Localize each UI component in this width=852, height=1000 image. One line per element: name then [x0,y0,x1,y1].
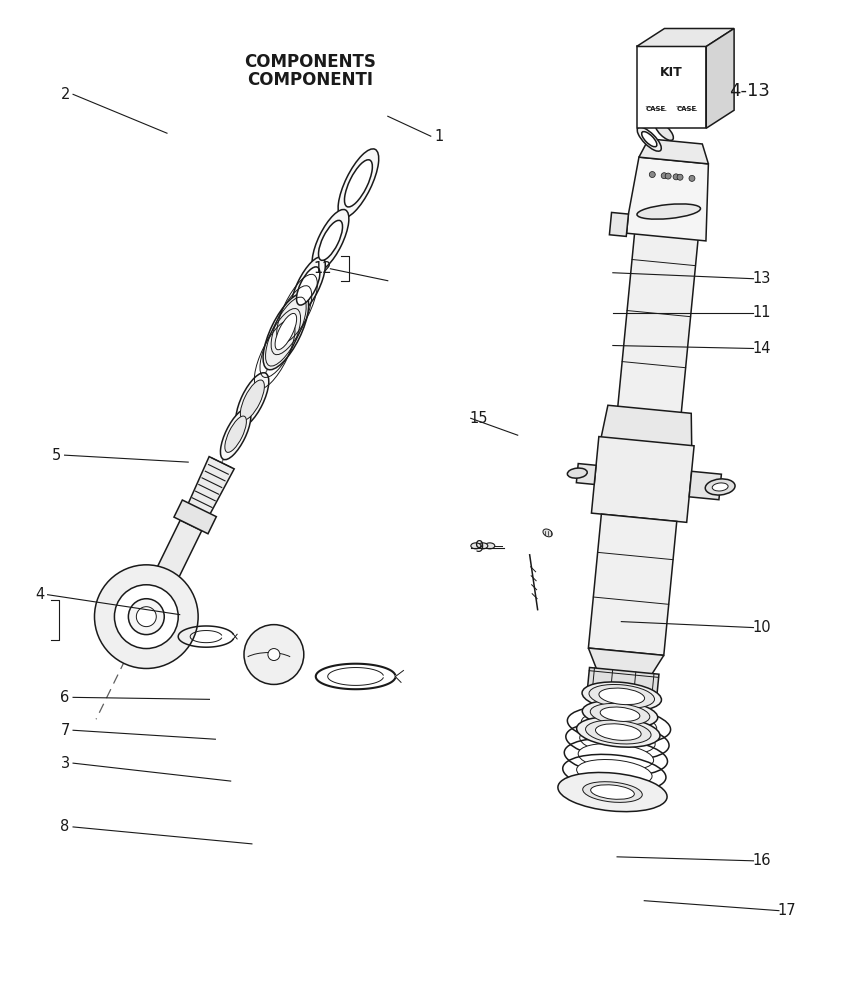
Text: 14: 14 [752,341,771,356]
Text: 3: 3 [60,756,70,771]
Ellipse shape [558,772,667,812]
Polygon shape [626,157,708,241]
Circle shape [95,565,199,668]
Ellipse shape [585,720,651,744]
Ellipse shape [242,384,262,416]
Ellipse shape [240,380,264,420]
Ellipse shape [705,479,735,495]
Polygon shape [599,405,692,458]
Polygon shape [153,520,202,588]
Ellipse shape [567,468,587,478]
Ellipse shape [579,728,655,754]
Ellipse shape [581,712,657,738]
Ellipse shape [583,782,642,802]
Circle shape [661,173,667,179]
Ellipse shape [291,257,325,315]
Ellipse shape [543,529,552,537]
Polygon shape [636,46,706,128]
Ellipse shape [221,409,250,460]
Ellipse shape [637,127,661,151]
Polygon shape [589,514,676,655]
Ellipse shape [596,705,645,723]
Circle shape [114,585,178,649]
Ellipse shape [589,684,654,708]
Circle shape [689,175,695,181]
Polygon shape [589,648,664,680]
Text: CASE: CASE [646,106,666,112]
Text: 11: 11 [752,305,771,320]
Polygon shape [706,29,734,128]
Circle shape [136,607,156,627]
Text: 4: 4 [35,587,44,602]
Text: COMPONENTI: COMPONENTI [247,71,373,89]
Text: 1: 1 [435,129,443,144]
Circle shape [677,174,683,180]
Ellipse shape [225,416,246,452]
Ellipse shape [485,543,495,549]
Ellipse shape [478,543,488,549]
Polygon shape [639,139,708,164]
Polygon shape [174,500,216,534]
Ellipse shape [296,267,320,305]
Text: 8: 8 [60,819,70,834]
Text: 2: 2 [60,87,70,102]
Polygon shape [591,437,694,522]
Text: KIT: KIT [660,66,682,79]
Circle shape [665,173,671,179]
Ellipse shape [637,204,700,219]
Ellipse shape [600,707,640,721]
Text: 17: 17 [778,903,797,918]
Ellipse shape [577,760,652,786]
Text: 12: 12 [313,261,331,276]
Ellipse shape [590,703,650,725]
Text: 5: 5 [52,448,61,463]
Text: 4-13: 4-13 [729,82,770,100]
Ellipse shape [344,160,372,207]
Ellipse shape [582,701,658,728]
Ellipse shape [312,209,348,271]
Polygon shape [689,471,722,500]
Ellipse shape [263,293,308,370]
Text: 13: 13 [752,271,770,286]
Ellipse shape [590,785,635,799]
Text: COMPONENTS: COMPONENTS [245,53,377,71]
Text: 15: 15 [469,411,488,426]
Ellipse shape [593,785,632,799]
Ellipse shape [319,220,343,260]
Polygon shape [576,464,596,484]
Ellipse shape [712,483,728,491]
Circle shape [649,172,655,178]
Ellipse shape [596,724,642,740]
Text: 6: 6 [60,690,70,705]
Ellipse shape [471,543,481,549]
Circle shape [244,625,304,684]
Text: 7: 7 [60,723,70,738]
Polygon shape [609,212,629,236]
Ellipse shape [599,688,645,705]
Text: 10: 10 [752,620,771,635]
Ellipse shape [579,744,653,770]
Polygon shape [617,208,700,419]
Ellipse shape [236,373,268,427]
Text: 9: 9 [474,540,483,555]
Text: CASE: CASE [676,106,697,112]
Ellipse shape [655,122,673,140]
Ellipse shape [577,717,660,747]
Ellipse shape [227,419,245,450]
Text: 16: 16 [752,853,771,868]
Circle shape [129,599,164,635]
Circle shape [268,649,279,661]
Ellipse shape [594,686,649,706]
Polygon shape [636,29,734,46]
Ellipse shape [590,722,646,742]
Polygon shape [176,457,234,542]
Ellipse shape [642,132,657,147]
Circle shape [673,174,679,180]
Ellipse shape [582,682,661,711]
Ellipse shape [338,149,379,218]
Polygon shape [587,667,659,700]
Ellipse shape [275,313,296,350]
